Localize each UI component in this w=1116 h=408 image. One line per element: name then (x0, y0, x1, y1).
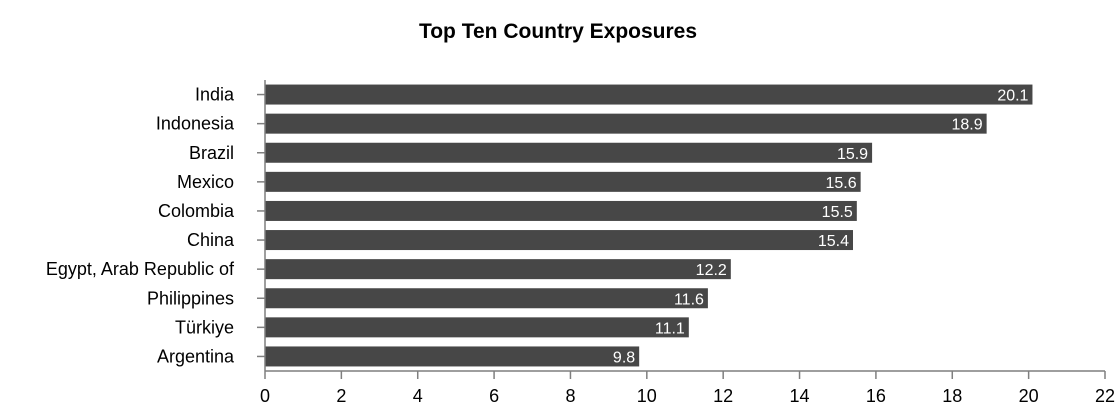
category-label: Egypt, Arab Republic of (46, 259, 235, 279)
bar (265, 346, 640, 367)
data-label: 12.2 (696, 262, 727, 279)
category-label: Philippines (147, 288, 234, 308)
data-label: 20.1 (997, 88, 1028, 105)
category-label: Türkiye (175, 317, 234, 337)
category-label: Brazil (189, 143, 234, 163)
category-label: China (187, 230, 235, 250)
data-label: 15.4 (818, 233, 849, 250)
data-label: 15.6 (825, 175, 856, 192)
x-tick-label: 22 (1095, 386, 1115, 406)
bar (265, 200, 857, 221)
bar (265, 230, 853, 251)
bar (265, 259, 731, 280)
chart-title: Top Ten Country Exposures (418, 20, 698, 43)
category-label: Argentina (157, 346, 235, 366)
data-label: 15.9 (837, 146, 868, 163)
x-tick-label: 18 (942, 386, 962, 406)
data-label: 9.8 (613, 349, 635, 366)
x-tick-label: 2 (336, 386, 346, 406)
bar (265, 317, 689, 338)
bars-group: 20.1 18.9 15.9 15.6 15.5 15.4 12.2 11.6 11.1 9.8 (265, 84, 1033, 367)
x-tick-label: 10 (637, 386, 657, 406)
x-tick-label: 16 (866, 386, 886, 406)
x-tick-label: 4 (413, 386, 423, 406)
x-tick-label: 0 (260, 386, 270, 406)
bar (265, 288, 708, 309)
x-tick-label: 20 (1019, 386, 1039, 406)
category-label: Indonesia (156, 114, 235, 134)
category-label: Colombia (158, 201, 235, 221)
x-axis: 0 2 4 6 8 10 12 14 16 18 20 22 (260, 370, 1115, 406)
bar (265, 113, 987, 134)
x-tick-label: 6 (489, 386, 499, 406)
bar (265, 84, 1033, 105)
category-label: India (195, 85, 235, 105)
bar (265, 142, 873, 163)
x-tick-label: 14 (790, 386, 810, 406)
data-label: 11.1 (655, 320, 685, 337)
category-label: Mexico (177, 172, 234, 192)
x-tick-label: 12 (713, 386, 733, 406)
bar (265, 171, 861, 192)
data-label: 15.5 (822, 204, 853, 221)
data-label: 18.9 (951, 117, 982, 134)
x-tick-label: 8 (565, 386, 575, 406)
data-label: 11.6 (674, 291, 704, 308)
y-axis: India Indonesia Brazil Mexico Colombia China E… (46, 80, 266, 371)
